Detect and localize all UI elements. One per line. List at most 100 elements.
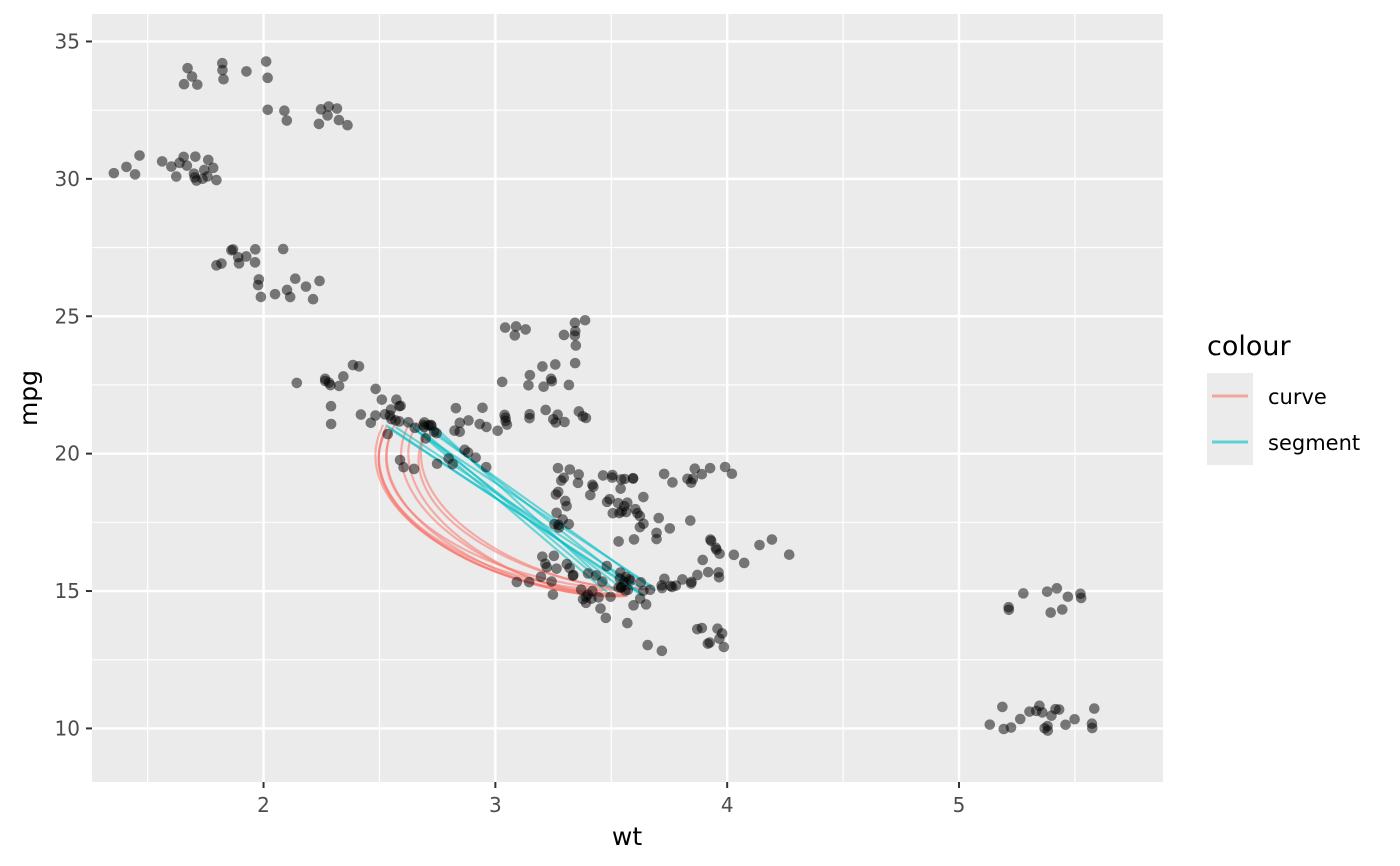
data-point bbox=[260, 56, 272, 67]
data-point bbox=[409, 422, 421, 434]
data-point bbox=[370, 383, 381, 395]
data-point bbox=[704, 462, 716, 474]
data-point bbox=[738, 557, 750, 569]
data-point bbox=[510, 321, 522, 332]
data-point bbox=[307, 293, 319, 305]
data-point bbox=[178, 78, 190, 90]
data-point bbox=[499, 322, 511, 333]
data-point bbox=[398, 461, 409, 473]
data-point bbox=[331, 103, 343, 114]
data-point bbox=[1069, 713, 1080, 725]
data-point bbox=[600, 612, 612, 624]
data-point bbox=[1088, 703, 1100, 714]
data-point bbox=[1060, 719, 1071, 731]
data-point bbox=[1045, 607, 1057, 618]
legend-label-curve: curve bbox=[1268, 385, 1327, 409]
data-point bbox=[417, 419, 429, 431]
data-point bbox=[640, 599, 652, 610]
y-tick-label: 20 bbox=[55, 442, 80, 466]
data-point bbox=[342, 119, 353, 131]
data-point bbox=[546, 576, 557, 587]
data-point bbox=[186, 71, 198, 82]
data-point bbox=[766, 534, 778, 545]
data-point bbox=[480, 461, 492, 473]
data-point bbox=[627, 472, 639, 484]
data-point bbox=[166, 161, 177, 172]
data-point bbox=[431, 458, 443, 470]
data-point bbox=[638, 585, 649, 597]
data-point bbox=[685, 477, 697, 488]
y-tick-label: 10 bbox=[55, 716, 80, 740]
data-point bbox=[379, 409, 391, 420]
data-point bbox=[463, 415, 474, 426]
data-point bbox=[428, 426, 440, 438]
data-point bbox=[191, 175, 202, 186]
data-point bbox=[550, 489, 562, 500]
data-point bbox=[573, 469, 585, 480]
data-point bbox=[520, 324, 531, 335]
data-point bbox=[492, 425, 503, 437]
data-point bbox=[289, 273, 301, 284]
data-point bbox=[1086, 722, 1098, 734]
data-point bbox=[570, 340, 582, 351]
data-point bbox=[249, 257, 261, 268]
data-point bbox=[613, 582, 624, 593]
data-point bbox=[454, 417, 466, 429]
data-point bbox=[664, 523, 676, 534]
data-point bbox=[1005, 722, 1017, 733]
data-point bbox=[551, 507, 562, 519]
data-point bbox=[622, 617, 633, 629]
data-point bbox=[1018, 588, 1029, 599]
data-point bbox=[697, 554, 709, 566]
data-point bbox=[211, 174, 222, 186]
data-point bbox=[262, 104, 274, 116]
major-gridlines bbox=[92, 14, 1163, 782]
data-point bbox=[558, 472, 570, 484]
curve-line bbox=[407, 422, 610, 595]
data-point bbox=[450, 402, 462, 414]
data-point bbox=[1042, 725, 1054, 736]
data-point bbox=[582, 568, 594, 579]
data-point bbox=[605, 591, 616, 603]
data-point bbox=[704, 637, 716, 648]
data-point bbox=[702, 566, 714, 578]
data-point bbox=[550, 359, 561, 370]
data-point bbox=[1024, 706, 1035, 717]
data-point bbox=[325, 400, 337, 412]
data-point bbox=[355, 409, 367, 420]
data-point bbox=[613, 536, 624, 547]
data-point bbox=[984, 719, 996, 730]
data-point bbox=[590, 570, 602, 581]
data-point bbox=[718, 641, 730, 653]
data-point bbox=[538, 381, 549, 393]
data-point bbox=[511, 576, 523, 588]
data-point bbox=[134, 150, 145, 161]
data-point bbox=[628, 600, 639, 611]
legend-title: colour bbox=[1207, 331, 1291, 362]
data-point bbox=[1014, 713, 1026, 725]
data-point bbox=[408, 463, 420, 475]
data-point bbox=[470, 452, 481, 463]
data-point bbox=[496, 376, 508, 388]
data-point bbox=[202, 171, 213, 182]
x-tick-label: 4 bbox=[721, 793, 734, 817]
data-point bbox=[568, 569, 579, 581]
data-point bbox=[121, 161, 132, 173]
data-point bbox=[279, 105, 290, 116]
data-point bbox=[207, 162, 219, 174]
data-point bbox=[714, 633, 725, 644]
data-point bbox=[569, 357, 581, 369]
data-point bbox=[651, 533, 662, 545]
data-point bbox=[192, 79, 203, 90]
data-point bbox=[997, 701, 1008, 713]
data-point bbox=[241, 66, 252, 77]
data-point bbox=[659, 573, 670, 585]
data-point bbox=[269, 288, 281, 300]
data-point bbox=[634, 510, 646, 522]
data-point bbox=[314, 275, 325, 287]
data-point bbox=[523, 380, 534, 391]
data-point bbox=[638, 491, 649, 503]
data-point bbox=[612, 497, 624, 509]
data-point bbox=[182, 62, 193, 74]
data-point bbox=[656, 645, 668, 657]
